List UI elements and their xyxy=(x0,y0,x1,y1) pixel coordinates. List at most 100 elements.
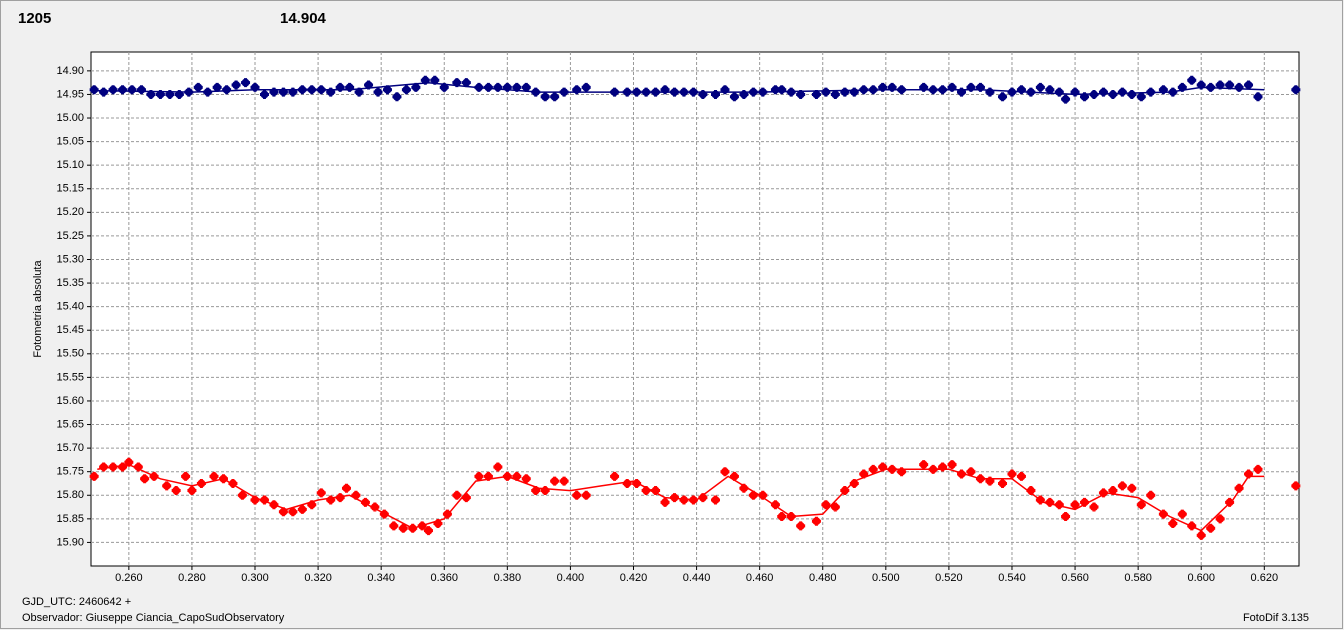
data-point xyxy=(796,521,806,531)
data-point xyxy=(171,486,181,496)
data-point xyxy=(1234,82,1244,92)
software-version: FotoDif 3.135 xyxy=(1243,612,1309,624)
data-point xyxy=(610,471,620,481)
data-point xyxy=(559,476,569,486)
data-point xyxy=(99,87,109,97)
x-tick-label: 0.400 xyxy=(557,572,585,584)
data-point xyxy=(720,467,730,477)
data-point xyxy=(181,471,191,481)
x-tick-label: 0.340 xyxy=(367,572,395,584)
data-point xyxy=(1177,509,1187,519)
data-point xyxy=(162,481,172,491)
data-point xyxy=(493,462,503,472)
x-tick-label: 0.520 xyxy=(935,572,963,584)
data-point xyxy=(209,471,219,481)
data-point xyxy=(729,92,739,102)
data-point xyxy=(521,82,531,92)
data-point xyxy=(1225,80,1235,90)
data-point xyxy=(1136,500,1146,510)
data-point xyxy=(118,85,128,95)
data-point xyxy=(423,526,433,536)
data-point xyxy=(1146,490,1156,500)
y-tick-label: 15.70 xyxy=(56,442,84,454)
data-point xyxy=(679,495,689,505)
data-point xyxy=(572,490,582,500)
data-point xyxy=(237,490,247,500)
data-point xyxy=(1291,481,1301,491)
data-point xyxy=(830,89,840,99)
y-tick-label: 15.40 xyxy=(56,301,84,313)
x-tick-label: 0.620 xyxy=(1251,572,1279,584)
data-point xyxy=(1016,471,1026,481)
data-point xyxy=(241,78,251,88)
data-point xyxy=(1007,87,1017,97)
data-point xyxy=(1215,514,1225,524)
data-point xyxy=(966,467,976,477)
data-point xyxy=(550,92,560,102)
data-point xyxy=(1127,483,1137,493)
data-point xyxy=(1206,523,1216,533)
data-point xyxy=(108,85,118,95)
x-tick-label: 0.560 xyxy=(1061,572,1089,584)
data-point xyxy=(1253,92,1263,102)
y-tick-label: 15.30 xyxy=(56,253,84,265)
y-tick-label: 15.00 xyxy=(56,112,84,124)
data-point xyxy=(373,87,383,97)
data-point xyxy=(411,82,421,92)
x-tick-label: 0.280 xyxy=(178,572,206,584)
x-tick-label: 0.580 xyxy=(1124,572,1152,584)
data-point xyxy=(550,476,560,486)
data-point xyxy=(1117,87,1127,97)
data-point xyxy=(821,87,831,97)
data-point xyxy=(1061,511,1071,521)
data-point xyxy=(711,495,721,505)
data-point xyxy=(521,474,531,484)
data-point xyxy=(231,80,241,90)
data-point xyxy=(461,78,471,88)
data-point xyxy=(830,502,840,512)
data-point xyxy=(401,85,411,95)
data-point xyxy=(1061,94,1071,104)
observer: Observador: Giuseppe Ciancia_CapoSudObse… xyxy=(22,612,285,624)
x-tick-label: 0.260 xyxy=(115,572,143,584)
x-tick-label: 0.300 xyxy=(241,572,269,584)
data-point xyxy=(1070,500,1080,510)
y-tick-label: 15.15 xyxy=(56,183,84,195)
data-point xyxy=(698,493,708,503)
y-tick-label: 15.75 xyxy=(56,466,84,478)
data-point xyxy=(811,89,821,99)
data-point xyxy=(998,92,1008,102)
data-point xyxy=(187,486,197,496)
data-point xyxy=(739,483,749,493)
x-tick-label: 0.440 xyxy=(683,572,711,584)
data-point xyxy=(1108,89,1118,99)
fit-line xyxy=(97,81,1265,96)
reference-magnitude: 14.904 xyxy=(280,10,327,27)
data-point xyxy=(777,511,787,521)
data-point xyxy=(540,92,550,102)
data-point xyxy=(193,82,203,92)
data-point xyxy=(811,516,821,526)
data-point xyxy=(341,483,351,493)
data-point xyxy=(140,474,150,484)
y-tick-label: 15.50 xyxy=(56,348,84,360)
data-point xyxy=(1291,85,1301,95)
x-tick-label: 0.540 xyxy=(998,572,1026,584)
plot-area xyxy=(90,51,1300,567)
y-tick-label: 15.10 xyxy=(56,159,84,171)
data-point xyxy=(1117,481,1127,491)
data-point xyxy=(1168,519,1178,529)
data-point xyxy=(382,85,392,95)
y-tick-label: 15.35 xyxy=(56,277,84,289)
y-tick-label: 15.25 xyxy=(56,230,84,242)
data-point xyxy=(1244,80,1254,90)
data-point xyxy=(335,493,345,503)
data-point xyxy=(1127,89,1137,99)
data-point xyxy=(354,87,364,97)
y-tick-label: 15.05 xyxy=(56,136,84,148)
y-tick-label: 15.80 xyxy=(56,489,84,501)
data-point xyxy=(1026,486,1036,496)
data-point xyxy=(1089,502,1099,512)
data-point xyxy=(1196,530,1206,540)
